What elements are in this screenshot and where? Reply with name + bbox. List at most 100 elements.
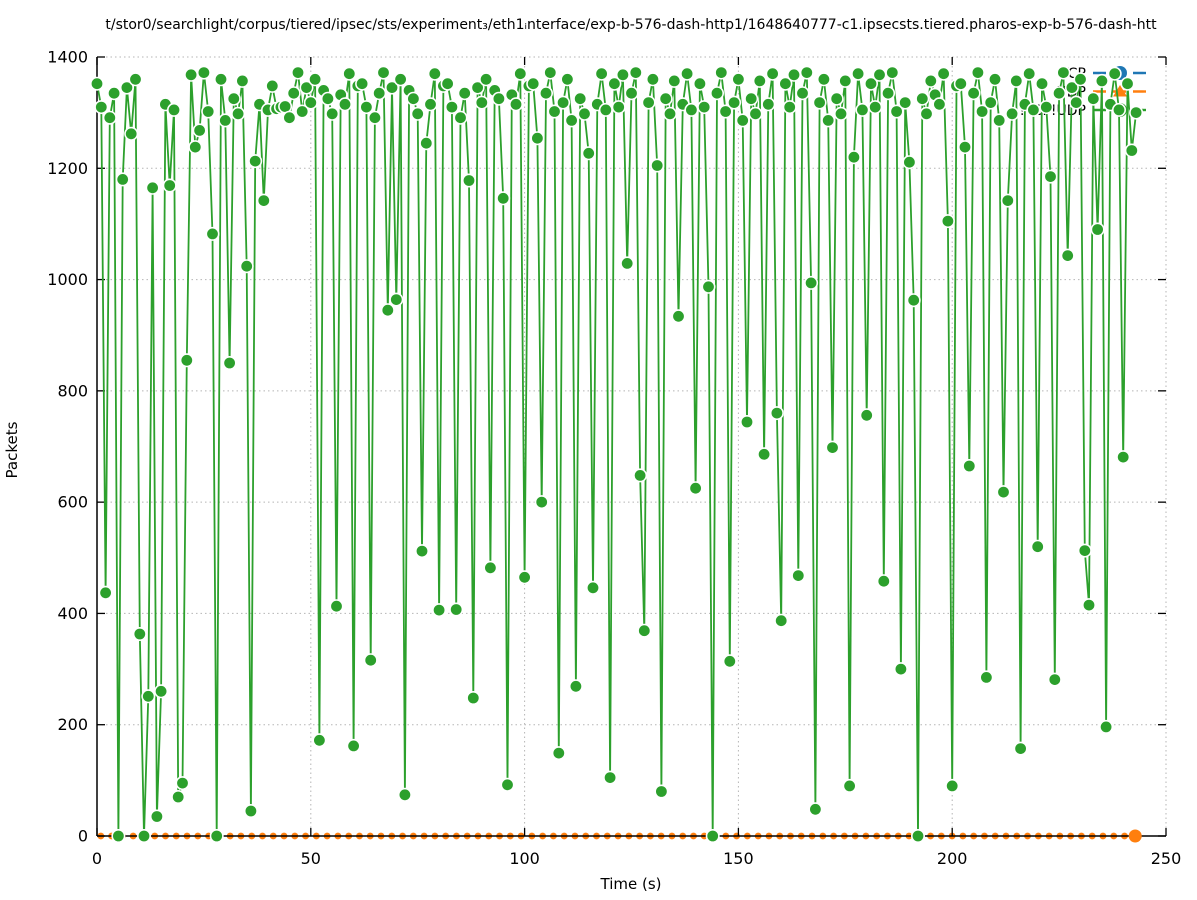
x-tick-label: 250	[1151, 849, 1182, 868]
x-tick-label: 150	[723, 849, 754, 868]
nontcp-nonudp-point	[1064, 80, 1079, 95]
nontcp-nonudp-point	[1099, 719, 1114, 734]
nontcp-nonudp-point	[440, 76, 455, 91]
nontcp-nonudp-point	[1124, 143, 1139, 158]
nontcp-nonudp-point	[222, 355, 237, 370]
nontcp-nonudp-point	[1052, 86, 1067, 101]
x-tick-label: 0	[92, 849, 102, 868]
nontcp-nonudp-point	[231, 106, 246, 121]
nontcp-nonudp-point	[786, 67, 801, 82]
nontcp-nonudp-point	[124, 126, 139, 141]
nontcp-nonudp-point	[970, 65, 985, 80]
nontcp-nonudp-point	[363, 653, 378, 668]
nontcp-nonudp-point	[551, 746, 566, 761]
nontcp-nonudp-point	[662, 106, 677, 121]
nontcp-nonudp-point	[1120, 76, 1135, 91]
y-tick-label: 600	[57, 493, 88, 512]
nontcp-nonudp-point	[500, 777, 515, 792]
nontcp-nonudp-point	[1086, 91, 1101, 106]
udp-axis-points-layer	[97, 832, 1128, 840]
nontcp-nonudp-point	[256, 193, 271, 208]
nontcp-nonudp-point	[615, 67, 630, 82]
nontcp-nonudp-point	[342, 66, 357, 81]
nontcp-nonudp-point	[410, 106, 425, 121]
nontcp-nonudp-point	[218, 113, 233, 128]
nontcp-nonudp-point	[384, 80, 399, 95]
nontcp-nonudp-point	[714, 65, 729, 80]
nontcp-nonudp-point	[303, 95, 318, 110]
nontcp-nonudp-point	[1094, 73, 1109, 88]
nontcp-nonudp-point	[517, 570, 532, 585]
nontcp-nonudp-point	[851, 66, 866, 81]
nontcp-nonudp-point	[205, 226, 220, 241]
nontcp-nonudp-point	[829, 91, 844, 106]
nontcp-nonudp-point	[573, 91, 588, 106]
nontcp-nonudp-point	[470, 80, 485, 95]
nontcp-nonudp-point	[538, 86, 553, 101]
nontcp-nonudp-point	[953, 76, 968, 91]
nontcp-nonudp-point	[162, 178, 177, 193]
nontcp-nonudp-point	[209, 828, 224, 843]
nontcp-nonudp-point	[1013, 741, 1028, 756]
nontcp-nonudp-point	[184, 67, 199, 82]
x-tick-label: 50	[301, 849, 321, 868]
nontcp-nonudp-point	[705, 828, 720, 843]
nontcp-nonudp-point	[449, 602, 464, 617]
nontcp-nonudp-point	[547, 104, 562, 119]
nontcp-nonudp-point	[397, 787, 412, 802]
nontcp-nonudp-point	[833, 106, 848, 121]
nontcp-nonudp-point	[414, 544, 429, 559]
nontcp-nonudp-point	[594, 66, 609, 81]
nontcp-nonudp-point	[859, 408, 874, 423]
y-tick-label: 400	[57, 604, 88, 623]
nontcp-nonudp-point	[1030, 539, 1045, 554]
nontcp-nonudp-point	[1107, 66, 1122, 81]
nontcp-nonudp-point	[876, 574, 891, 589]
nontcp-nonudp-point	[243, 803, 258, 818]
nontcp-nonudp-point	[919, 106, 934, 121]
nontcp-nonudp-point	[179, 353, 194, 368]
nontcp-nonudp-point	[128, 72, 143, 87]
nontcp-nonudp-point	[466, 690, 481, 705]
nontcp-nonudp-point	[752, 73, 767, 88]
nontcp-nonudp-point	[581, 146, 596, 161]
y-axis-label: Packets	[3, 421, 21, 478]
nontcp-nonudp-point	[406, 91, 421, 106]
udp-last-point	[1128, 829, 1142, 843]
nontcp-nonudp-point	[923, 73, 938, 88]
nontcp-nonudp-point	[132, 626, 147, 641]
nontcp-nonudp-point	[496, 191, 511, 206]
nontcp-nonudp-point	[376, 65, 391, 80]
nontcp-nonudp-point	[564, 113, 579, 128]
nontcp-nonudp-point	[513, 66, 528, 81]
nontcp-nonudp-point	[650, 158, 665, 173]
nontcp-nonudp-point	[1000, 193, 1015, 208]
nontcp-nonudp-point	[1082, 598, 1097, 613]
nontcp-nonudp-point	[585, 580, 600, 595]
nontcp-nonudp-point	[214, 72, 229, 87]
nontcp-nonudp-point	[654, 784, 669, 799]
nontcp-nonudp-point	[534, 495, 549, 510]
nontcp-nonudp-point	[320, 91, 335, 106]
nontcp-nonudp-point	[107, 86, 122, 101]
nontcp-nonudp-point	[1129, 105, 1144, 120]
nontcp-nonudp-point	[149, 809, 164, 824]
nontcp-nonudp-point	[432, 603, 447, 618]
nontcp-nonudp-point	[201, 104, 216, 119]
y-tick-label: 1400	[47, 48, 88, 67]
nontcp-nonudp-point	[795, 86, 810, 101]
nontcp-nonudp-point	[804, 275, 819, 290]
data-series-layer	[90, 65, 1144, 843]
nontcp-nonudp-point	[295, 104, 310, 119]
nontcp-nonudp-point	[1009, 73, 1024, 88]
nontcp-nonudp-point	[94, 100, 109, 115]
nontcp-nonudp-point	[556, 95, 571, 110]
nontcp-nonudp-point	[526, 76, 541, 91]
nontcp-nonudp-point	[1073, 72, 1088, 87]
nontcp-nonudp-point	[453, 110, 468, 125]
nontcp-nonudp-point	[735, 113, 750, 128]
nontcp-nonudp-point	[744, 91, 759, 106]
nontcp-nonudp-point	[992, 113, 1007, 128]
